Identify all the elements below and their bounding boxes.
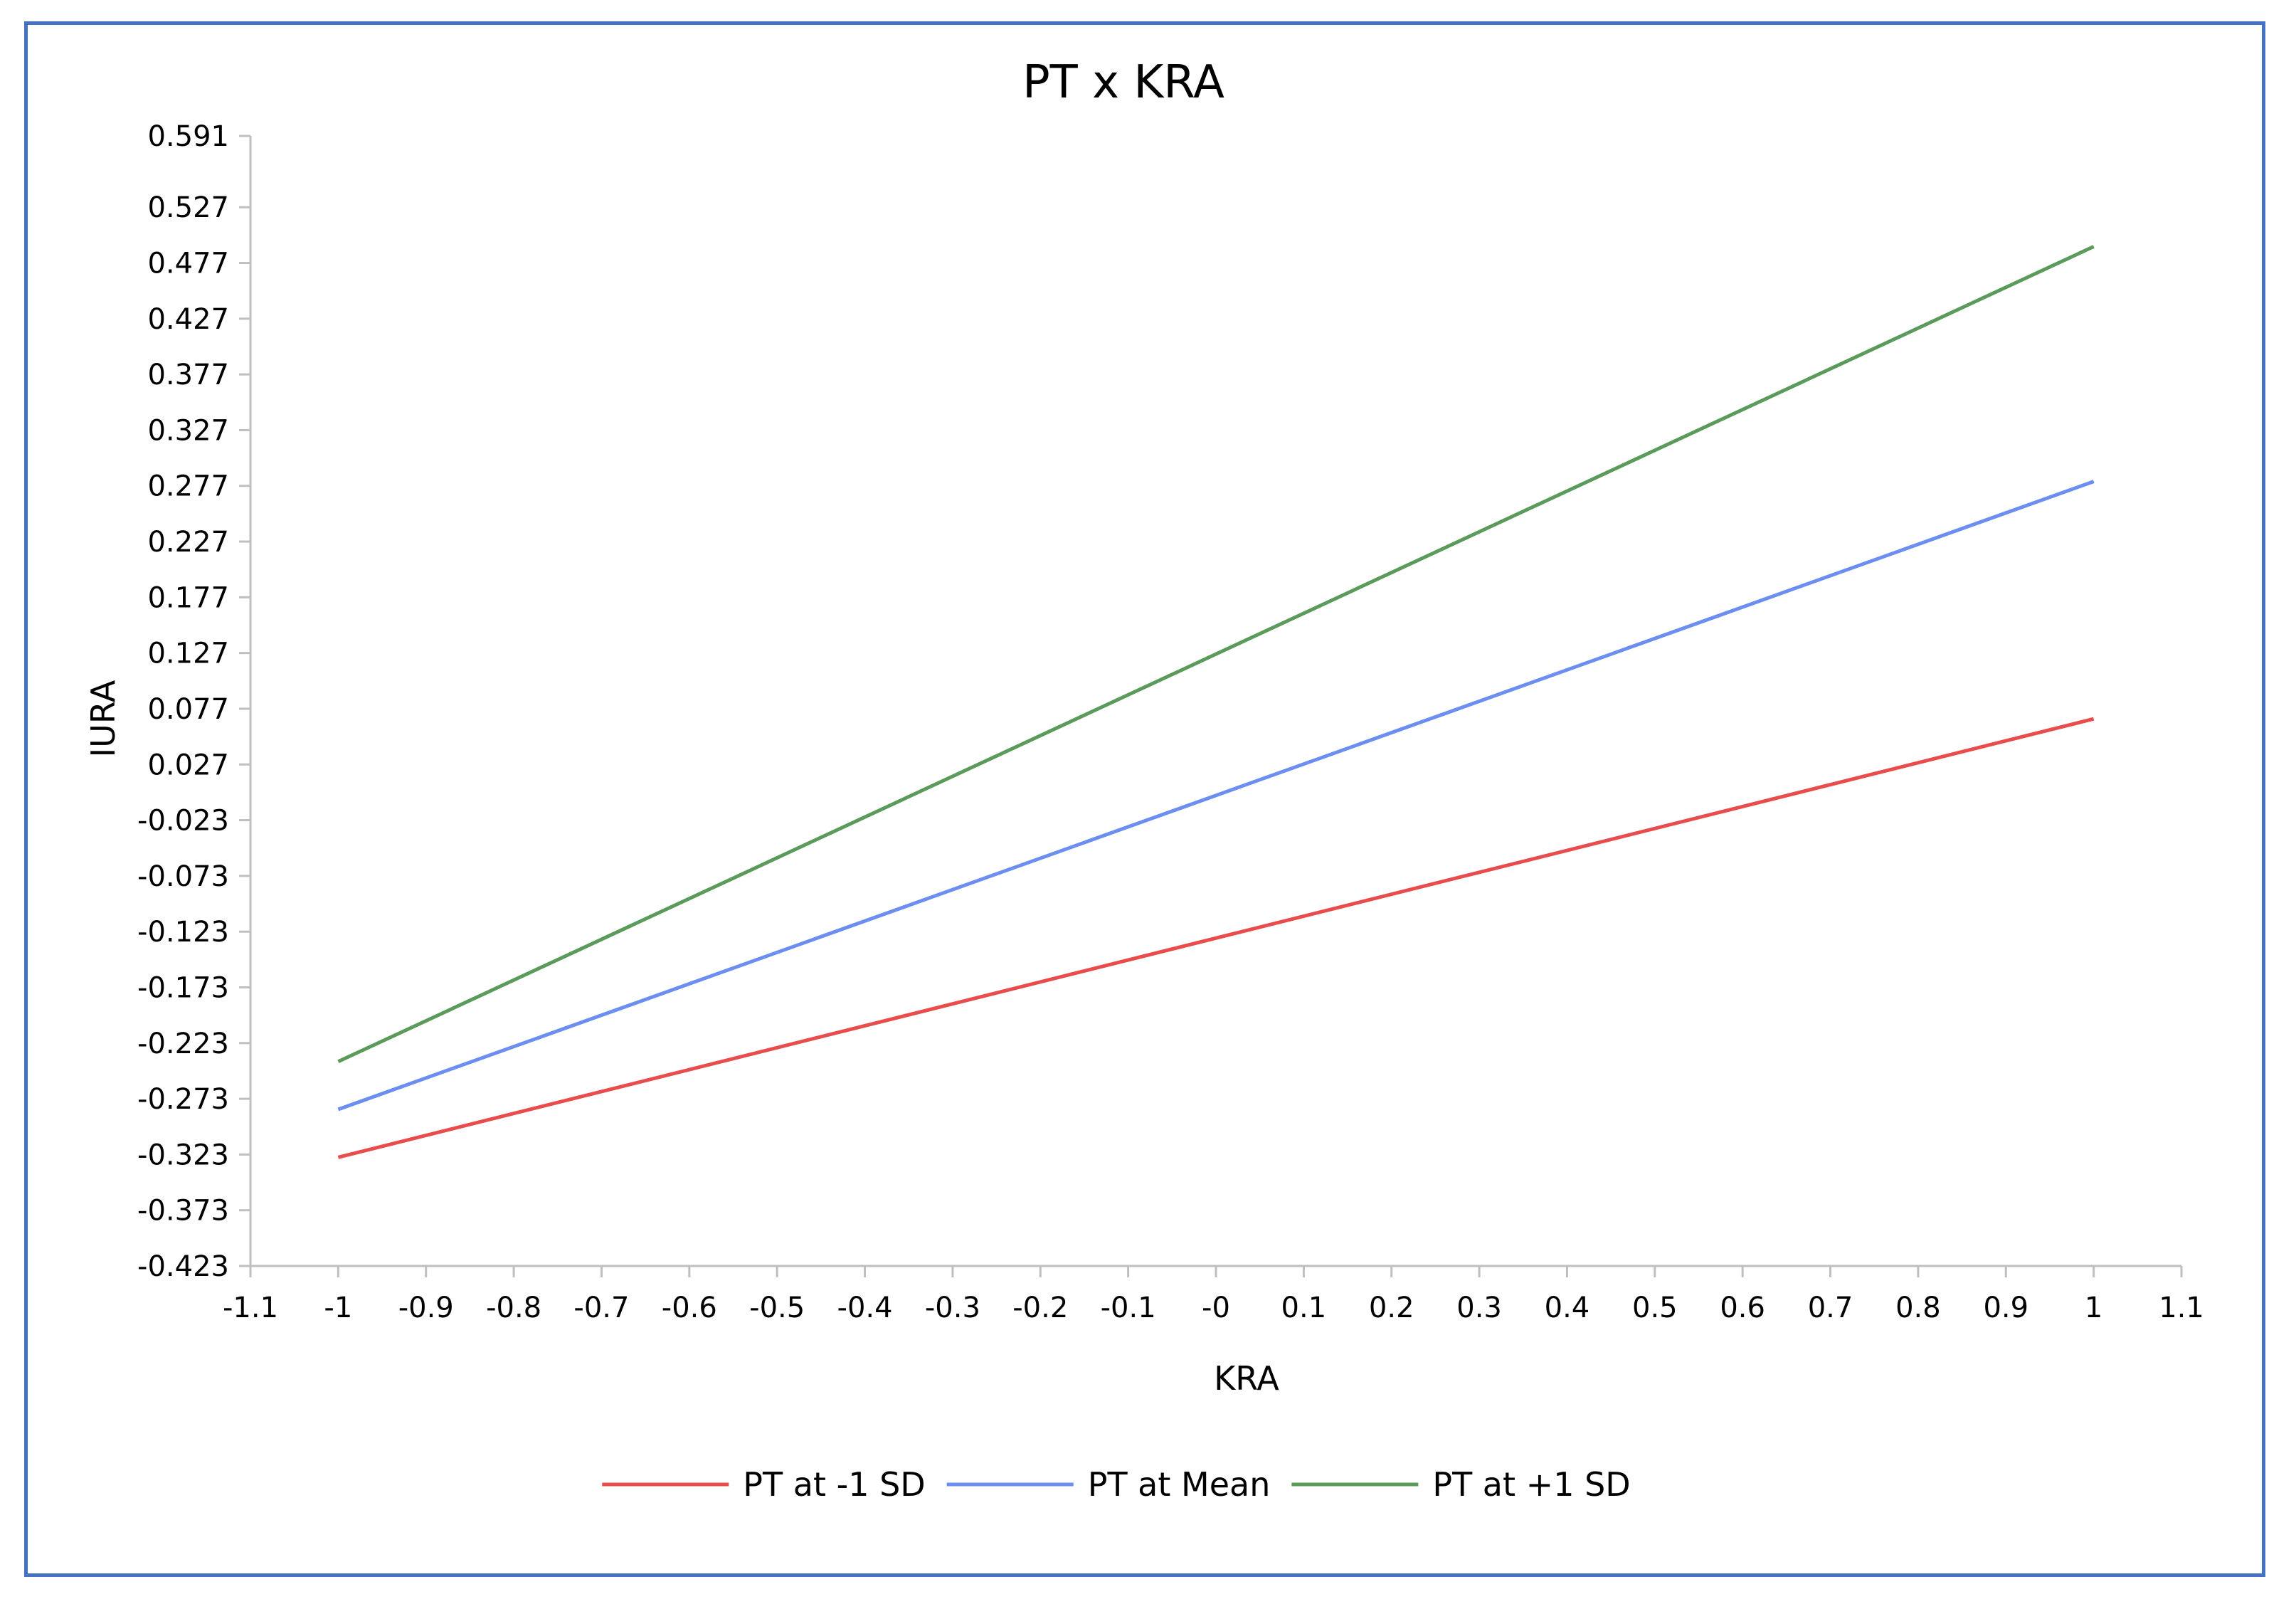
x-tick-label: -0.7 [573, 1292, 629, 1324]
x-tick-label: -0.5 [749, 1292, 805, 1324]
y-tick-label: -0.323 [137, 1139, 229, 1171]
legend-label: PT at Mean [1088, 1465, 1271, 1504]
y-tick-label: -0.273 [137, 1083, 229, 1116]
x-tick-label: -1.1 [223, 1292, 278, 1324]
x-tick-label: 0.4 [1545, 1292, 1590, 1324]
legend-label: PT at +1 SD [1432, 1465, 1630, 1504]
x-tick-label: -0.4 [837, 1292, 893, 1324]
y-tick-label: 0.077 [147, 693, 229, 726]
x-tick-label: 0.7 [1808, 1292, 1853, 1324]
y-tick-label: -0.073 [137, 860, 229, 893]
x-tick-label: 0.9 [1983, 1292, 2028, 1324]
y-tick-label: 0.277 [147, 470, 229, 503]
chart-frame: PT x KRA IURA KRA 0.591 0.527 0.477 0.427 0.… [24, 21, 2265, 1577]
x-tick-label: 0.2 [1369, 1292, 1414, 1324]
x-tick-label: 0.8 [1895, 1292, 1941, 1324]
x-tick-label: -0.3 [925, 1292, 980, 1324]
x-tick-label: -0.1 [1101, 1292, 1156, 1324]
y-tick-label: -0.423 [137, 1250, 229, 1283]
chart-title: PT x KRA [1022, 56, 1224, 109]
y-tick-label: -0.223 [137, 1028, 229, 1060]
legend-item: PT at Mean [946, 1465, 1271, 1504]
y-tick-label: 0.177 [147, 581, 229, 614]
y-tick-label: -0.023 [137, 805, 229, 838]
plot-area: 0.591 0.527 0.477 0.427 0.377 0.327 0.277 0.227… [137, 120, 2204, 1324]
x-tick-label: 0.3 [1456, 1292, 1502, 1324]
x-tick-label: -0.6 [662, 1292, 717, 1324]
y-tick-label: 0.227 [147, 526, 229, 559]
x-tick-label: 0.1 [1281, 1292, 1327, 1324]
x-axis-title: KRA [1214, 1359, 1279, 1398]
y-tick-label: 0.591 [147, 120, 229, 153]
legend: PT at -1 SD PT at Mean PT at +1 SD [602, 1465, 1631, 1504]
y-tick-label: -0.373 [137, 1195, 229, 1228]
series-line-0 [337, 717, 2095, 1159]
chart-svg: PT x KRA IURA KRA 0.5910.5270.4770.4270.… [84, 56, 2204, 1504]
series-line-1 [337, 480, 2095, 1112]
x-tick-label: -0.9 [398, 1292, 454, 1324]
legend-item: PT at +1 SD [1291, 1465, 1631, 1504]
y-tick-label: 0.027 [147, 749, 229, 781]
y-tick-label: -0.123 [137, 916, 229, 949]
y-tick-label: 0.477 [147, 248, 229, 280]
x-tick-label: -0.2 [1012, 1292, 1068, 1324]
y-tick-label: 0.377 [147, 359, 229, 391]
x-tick-label: 0.6 [1720, 1292, 1765, 1324]
x-tick-label: -0.8 [486, 1292, 541, 1324]
y-axis-title: IURA [84, 680, 122, 757]
legend-label: PT at -1 SD [743, 1465, 925, 1504]
series-line-2 [337, 245, 2095, 1064]
x-tick-label: 1.1 [2159, 1292, 2204, 1324]
x-tick-label: -1 [324, 1292, 352, 1324]
legend-item: PT at -1 SD [602, 1465, 926, 1504]
y-tick-label: 0.127 [147, 638, 229, 670]
y-tick-label: 0.327 [147, 414, 229, 447]
y-tick-label: 0.427 [147, 303, 229, 336]
y-tick-label: -0.173 [137, 971, 229, 1004]
x-tick-label: -0 [1202, 1292, 1230, 1324]
y-tick-label: 0.527 [147, 191, 229, 224]
x-tick-label: 0.5 [1632, 1292, 1678, 1324]
x-tick-label: 1 [2085, 1292, 2102, 1324]
